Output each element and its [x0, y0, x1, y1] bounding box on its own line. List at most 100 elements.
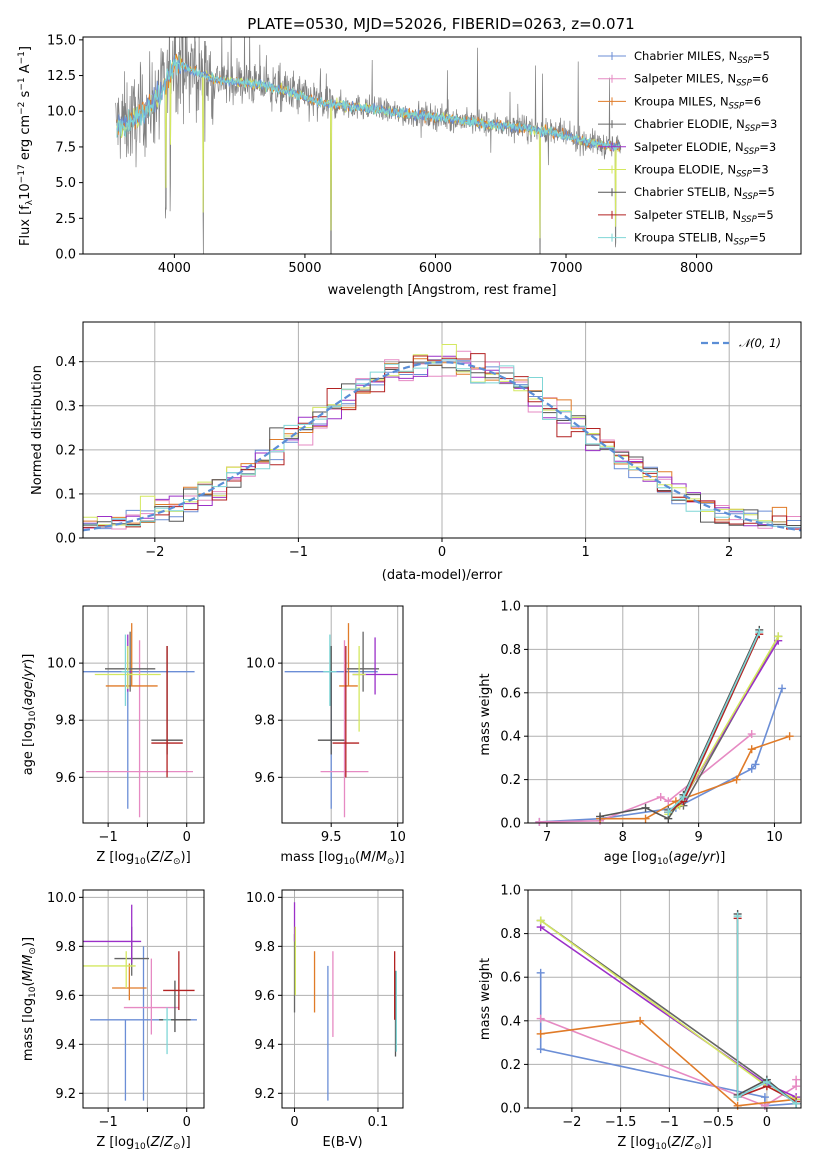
mass_vs_Z-ylabel: mass [log10(M/M⊙)] [21, 937, 38, 1061]
x-tick-label: 1 [581, 545, 589, 560]
spectrum-ylabel: Flux [fλ10−17 erg cm−2 s−1 A−1] [17, 46, 35, 246]
x-tick-label: 8 [619, 830, 627, 845]
legend-label-normal: 𝒩(0, 1) [739, 336, 781, 350]
x-tick-label: 7000 [549, 261, 582, 276]
y-tick-label: 0.0 [500, 1102, 521, 1117]
massweight_vs_age-axes [524, 605, 801, 827]
y-tick-label: 0.2 [55, 443, 76, 458]
y-tick-label: 0.4 [55, 355, 76, 370]
y-tick-label: 9.8 [55, 940, 76, 955]
y-tick-label: 0.8 [500, 927, 521, 942]
y-tick-label: 12.5 [47, 69, 76, 84]
histogram-ylabel: Normed distribution [30, 365, 45, 495]
x-tick-label: 9.5 [321, 830, 342, 845]
x-tick-label: −1.5 [605, 1115, 637, 1130]
y-tick-label: 0.0 [500, 817, 521, 832]
x-tick-label: −1 [99, 830, 118, 845]
x-tick-label: 0 [763, 1115, 771, 1130]
spectrum-frame [82, 36, 802, 255]
y-tick-label: 0.0 [55, 248, 76, 263]
spectrum-model-kroupa-stelib [116, 59, 620, 151]
x-tick-label: −0.5 [702, 1115, 734, 1130]
legend-label: Salpeter STELIB, NSSP=5 [634, 208, 774, 225]
mass-weight-line [540, 1019, 797, 1107]
x-tick-label: −1 [99, 1115, 118, 1130]
x-tick-label: 5000 [288, 261, 321, 276]
x-tick-label: 10 [766, 830, 783, 845]
massweight_vs_Z-ylabel: mass weight [478, 958, 493, 1040]
legend-label: Kroupa MILES, NSSP=6 [634, 94, 761, 111]
mass_vs_EBV-frame [281, 889, 404, 1109]
spectrum-axes [79, 39, 698, 258]
massweight_vs_Z-frame [527, 889, 802, 1109]
y-tick-label: 9.6 [55, 771, 76, 786]
legend-label: Kroupa STELIB, NSSP=5 [634, 231, 766, 248]
massweight_vs_age-frame [527, 605, 802, 824]
age_vs_mass-axes [278, 606, 403, 827]
x-tick-label: 7 [543, 830, 551, 845]
y-tick-label: 9.4 [55, 1038, 76, 1053]
spectrum-data-line [115, 37, 622, 254]
y-tick-label: 9.6 [254, 989, 275, 1004]
x-tick-label: −1 [660, 1115, 679, 1130]
y-tick-label: 0.2 [500, 1058, 521, 1073]
y-tick-label: 1.0 [500, 884, 521, 899]
mass-weight-line [540, 1017, 797, 1107]
mass_vs_Z-frame [82, 889, 205, 1109]
age_vs_Z-frame [82, 605, 205, 824]
residuals-axes [79, 322, 801, 542]
legend-label: Chabrier STELIB, NSSP=5 [634, 185, 775, 202]
y-tick-label: 0.0 [55, 532, 76, 547]
age_vs_Z-axes [79, 606, 204, 827]
y-tick-label: 0.6 [500, 686, 521, 701]
x-tick-label: 10 [389, 830, 406, 845]
x-tick-label: 9 [694, 830, 702, 845]
x-tick-label: 0 [438, 545, 446, 560]
y-tick-label: 0.4 [500, 730, 521, 745]
y-tick-label: 10.0 [246, 657, 275, 672]
x-tick-label: −2 [562, 1115, 581, 1130]
mass-weight-line [599, 629, 761, 820]
y-tick-label: 15.0 [47, 33, 76, 48]
x-tick-label: 2 [725, 545, 733, 560]
y-tick-label: 1.0 [500, 600, 521, 615]
age_vs_Z-xlabel: Z [log10(Z/Z⊙)] [96, 850, 190, 867]
y-tick-label: 10.0 [47, 891, 76, 906]
x-tick-label: 0 [290, 1115, 298, 1130]
legend-label: Chabrier MILES, NSSP=5 [634, 49, 770, 66]
y-tick-label: 2.5 [55, 212, 76, 227]
y-tick-label: 0.3 [55, 399, 76, 414]
y-tick-label: 0.2 [500, 773, 521, 788]
y-tick-label: 0.8 [500, 643, 521, 658]
y-tick-label: 0.4 [500, 1014, 521, 1029]
x-tick-label: 4000 [158, 261, 191, 276]
y-tick-label: 9.8 [254, 714, 275, 729]
spectrum-model-kroupa-elodie [116, 54, 620, 239]
figure-title: PLATE=0530, MJD=52026, FIBERID=0263, z=0… [247, 15, 634, 33]
y-tick-label: 9.2 [254, 1087, 275, 1102]
y-tick-label: 10.0 [47, 105, 76, 120]
plot-layer: 4000 5000 6000 7000 80000.02.55.07.510.012.5… [17, 33, 802, 1152]
histogram-xlabel: (data-model)/error [382, 568, 503, 583]
age_vs_Z-ylabel: age [log10(age/yr)] [21, 654, 38, 776]
y-tick-label: 9.8 [55, 714, 76, 729]
mass-weight-line [539, 688, 783, 823]
normal-curve [83, 360, 801, 532]
age_vs_mass-frame [281, 605, 404, 824]
mass-weight-line [736, 916, 797, 1105]
mass_vs_EBV-xlabel: E(B-V) [322, 1135, 362, 1150]
y-tick-label: 0.1 [55, 487, 76, 502]
mass_vs_Z-xlabel: Z [log10(Z/Z⊙)] [96, 1135, 190, 1152]
x-tick-label: 6000 [419, 261, 452, 276]
mass-weight-line [600, 735, 790, 820]
massweight_vs_Z-xlabel: Z [log10(Z/Z⊙)] [617, 1135, 711, 1152]
y-tick-label: 5.0 [55, 176, 76, 191]
y-tick-label: 9.6 [254, 771, 275, 786]
age_vs_mass-xlabel: mass [log10(M/M⊙)] [280, 850, 404, 867]
x-tick-label: 0 [183, 1115, 191, 1130]
x-tick-label: −1 [289, 545, 308, 560]
mass_vs_Z-axes [79, 890, 204, 1112]
mass_vs_EBV-axes [278, 890, 403, 1112]
massweight_vs_age-ylabel: mass weight [478, 673, 493, 755]
